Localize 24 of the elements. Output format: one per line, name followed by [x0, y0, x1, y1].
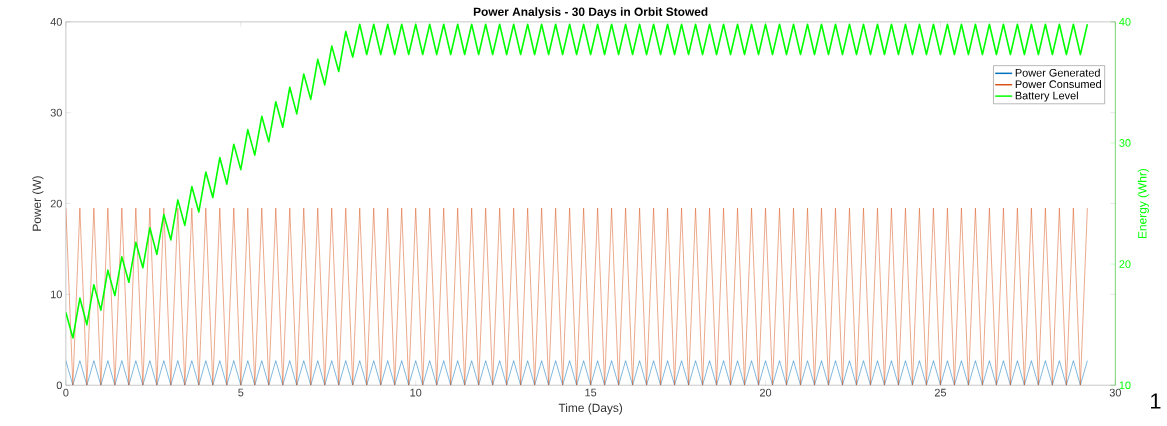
y-tick-label: 30: [50, 108, 62, 117]
y-tick-label: 40: [50, 18, 62, 26]
x-tick-label: 25: [934, 388, 947, 397]
y2-tick-label: 10: [1119, 381, 1131, 390]
y-axis-title: Power (W): [32, 176, 44, 231]
x-tick-label: 0: [63, 388, 69, 397]
legend-label: Power Generated: [1015, 68, 1100, 77]
y-tick-label: 20: [50, 199, 62, 208]
x-axis-title: Time (Days): [558, 403, 623, 415]
legend-label: Power Consumed: [1015, 80, 1101, 89]
x-tick-label: 10: [410, 388, 422, 397]
text: 1: [1151, 393, 1161, 409]
legend-label: Battery Level: [1015, 91, 1078, 102]
x-tick-label: 20: [760, 388, 772, 397]
x-tick-label: 5: [238, 388, 244, 397]
y2-tick-label: 40: [1119, 18, 1131, 26]
y-tick-label: 10: [51, 290, 62, 299]
x-tick-label: 15: [585, 388, 597, 397]
chart-title: Power Analysis - 30 Days in Orbit Stowed: [473, 7, 708, 19]
x-tick-label: 30: [1109, 388, 1121, 397]
y2-tick-label: 30: [1119, 139, 1131, 147]
y2-tick-label: 20: [1119, 260, 1131, 268]
y-tick-label: 0: [56, 381, 62, 390]
y2-axis-title: Energy (Whr): [1137, 168, 1149, 238]
